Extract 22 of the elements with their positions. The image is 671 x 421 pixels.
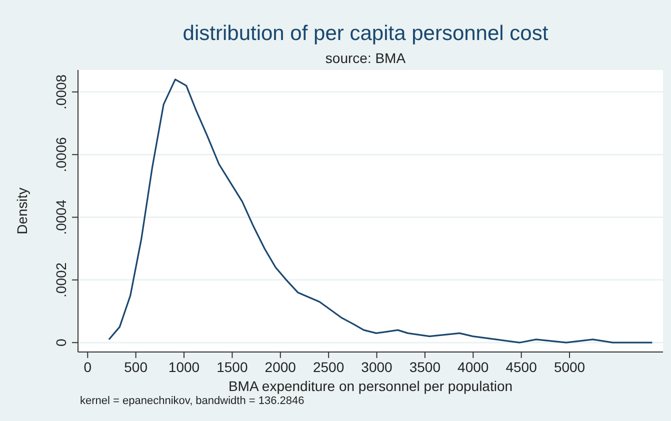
x-tick-label: 1500 (216, 359, 248, 375)
x-tick-label: 3000 (361, 359, 393, 375)
chart-title: distribution of per capita personnel cost (182, 22, 550, 46)
text: kernel = epanechnikov, bandwidth = 136.2846 (80, 395, 304, 407)
y-tick-label: .0002 (53, 262, 69, 298)
y-tick-label: .0006 (53, 136, 69, 172)
x-tick-label: 2000 (264, 359, 296, 375)
x-tick-label: 2500 (313, 359, 344, 375)
y-tick-label: .0004 (53, 200, 69, 235)
x-tick-label: 5000 (554, 359, 586, 375)
y-tick-label: 0 (53, 338, 69, 346)
x-tick-label: 3500 (409, 359, 441, 375)
line-series (108, 78, 654, 344)
chart-subtitle: source: BMA (324, 50, 407, 66)
x-axis-title: BMA expenditure on personnel per population (228, 378, 513, 394)
y-axis-title: Density (14, 188, 30, 234)
y-tick-label: .0008 (53, 74, 69, 110)
x-tick-label: 4500 (506, 359, 538, 375)
x-tick-label: 500 (124, 359, 148, 375)
x-tick-label: 4000 (458, 359, 489, 375)
x-tick-label: 0 (84, 359, 92, 375)
x-tick-label: 1000 (168, 359, 200, 375)
